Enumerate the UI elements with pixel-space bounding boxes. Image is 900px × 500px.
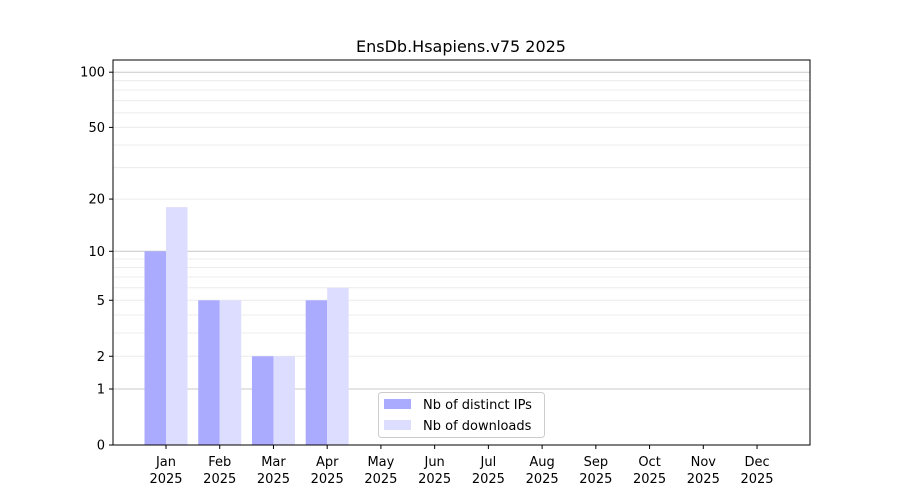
y-tick-label: 100	[80, 66, 105, 81]
y-tick-label: 20	[88, 193, 105, 208]
bar-distinct-ips	[198, 300, 220, 445]
x-tick-label: 2025	[579, 472, 612, 487]
x-tick-label: 2025	[149, 472, 182, 487]
x-tick-label: Dec	[744, 455, 769, 470]
y-tick-label: 2	[97, 350, 105, 365]
bar-downloads	[166, 207, 188, 445]
x-tick-label: 2025	[311, 472, 344, 487]
legend: Nb of distinct IPs Nb of downloads	[378, 392, 545, 438]
bar-distinct-ips	[144, 251, 166, 445]
x-tick-label: 2025	[740, 472, 773, 487]
plot-frame	[112, 59, 811, 446]
bar-downloads	[273, 356, 295, 445]
legend-label: Nb of downloads	[423, 419, 532, 434]
x-tick-label: Jan	[155, 455, 176, 470]
x-tick-label: Nov	[691, 455, 717, 470]
y-tick-label: 0	[97, 439, 105, 454]
x-tick-label: Apr	[316, 455, 339, 470]
x-tick-label: 2025	[526, 472, 559, 487]
x-tick-label: Jul	[480, 455, 497, 470]
x-tick-label: Sep	[584, 455, 609, 470]
x-tick-label: Feb	[208, 455, 231, 470]
x-tick-label: Oct	[638, 455, 660, 470]
bar-downloads	[219, 300, 242, 445]
x-tick-label: 2025	[257, 472, 290, 487]
x-tick-label: May	[367, 455, 394, 470]
y-tick-label: 50	[88, 121, 105, 136]
legend-swatch	[384, 420, 411, 430]
x-tick-label: 2025	[472, 472, 505, 487]
chart-title: EnsDb.Hsapiens.v75 2025	[356, 37, 566, 56]
x-tick-label: 2025	[203, 472, 236, 487]
x-tick-label: 2025	[418, 472, 451, 487]
x-tick-label: 2025	[364, 472, 397, 487]
legend-label: Nb of distinct IPs	[423, 398, 532, 413]
legend-swatch	[384, 399, 411, 409]
bar-distinct-ips	[305, 300, 328, 445]
x-tick-label: Mar	[261, 455, 286, 470]
y-tick-label: 5	[97, 294, 105, 309]
x-tick-label: Jun	[423, 455, 444, 470]
y-tick-label: 10	[88, 245, 105, 260]
bar-distinct-ips	[251, 356, 274, 445]
x-tick-label: Aug	[529, 455, 554, 470]
x-tick-label: 2025	[687, 472, 720, 487]
x-tick-label: 2025	[633, 472, 666, 487]
bar-downloads	[327, 287, 349, 445]
y-tick-label: 1	[97, 383, 105, 398]
legend-box	[378, 392, 545, 438]
